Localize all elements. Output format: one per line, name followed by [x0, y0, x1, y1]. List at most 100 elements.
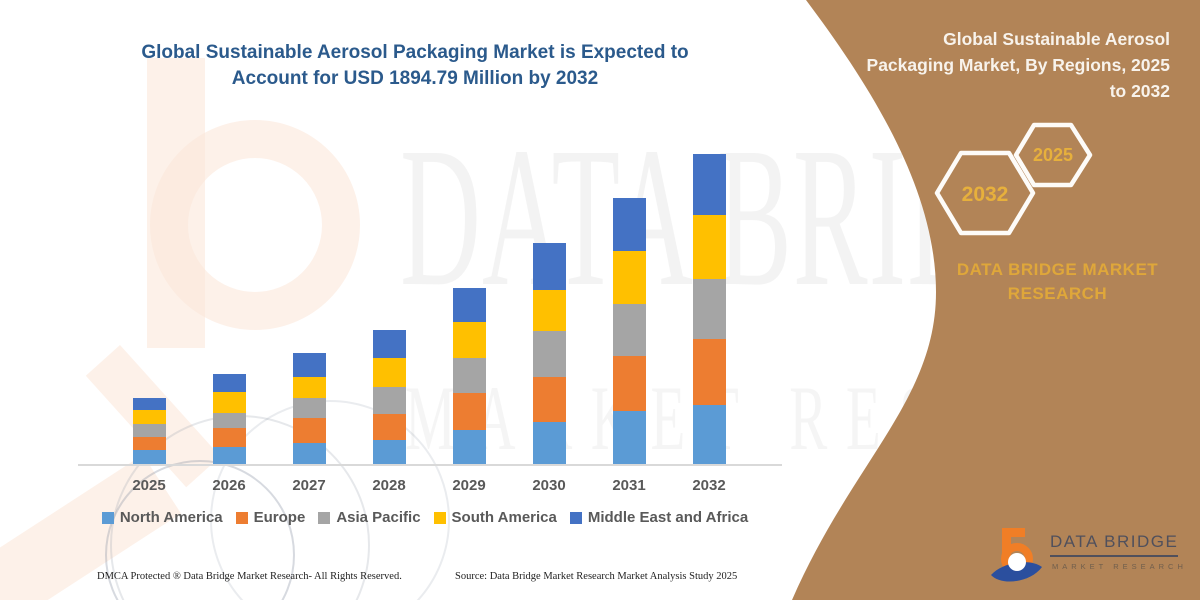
bar-segment-2030-north-america	[532, 422, 566, 464]
bar-segment-2031-north-america	[612, 411, 646, 464]
stacked-bar-2026	[212, 374, 246, 464]
bar-segment-2027-asia-pacific	[292, 398, 326, 418]
bar-segment-2031-asia-pacific	[612, 304, 646, 356]
bar-segment-2025-asia-pacific	[132, 423, 166, 437]
stacked-bar-2030	[532, 243, 566, 464]
x-axis-label-2026: 2026	[212, 477, 246, 494]
x-axis-label-2028: 2028	[372, 477, 406, 494]
bar-segment-2031-south-america	[612, 251, 646, 304]
legend-marker-icon	[101, 511, 114, 524]
chart-title: Global Sustainable Aerosol Packaging Mar…	[105, 40, 725, 92]
bar-segment-2025-north-america	[132, 450, 166, 464]
bar-segment-2032-north-america	[692, 405, 726, 464]
legend-item-europe: Europe	[235, 509, 306, 526]
x-axis-line	[78, 464, 782, 466]
bar-segment-2026-asia-pacific	[212, 413, 246, 428]
logo-wordmark: DATA BRIDGE	[1050, 532, 1179, 557]
bar-segment-2028-middle-east-and-africa	[372, 330, 406, 358]
forecast-hexagons: 2032 2025	[934, 122, 1093, 236]
bar-segment-2028-asia-pacific	[372, 386, 406, 414]
chart-title-line1: Global Sustainable Aerosol Packaging Mar…	[141, 42, 689, 63]
legend-marker-icon	[235, 511, 248, 524]
bar-segment-2026-north-america	[212, 447, 246, 464]
legend-label: North America	[119, 509, 223, 526]
data-bridge-logo-icon	[991, 528, 1042, 582]
x-axis-label-2025: 2025	[132, 477, 166, 494]
bar-segment-2026-europe	[212, 428, 246, 447]
hexagon-2032	[934, 150, 1036, 236]
bar-segment-2026-middle-east-and-africa	[212, 374, 246, 392]
bar-segment-2032-asia-pacific	[692, 279, 726, 339]
stacked-bar-2025	[132, 397, 166, 464]
bar-segment-2032-europe	[692, 339, 726, 405]
legend-label: Europe	[253, 509, 306, 526]
bar-segment-2029-south-america	[452, 321, 486, 358]
hexagon-2025-label: 2025	[1033, 145, 1073, 165]
logo-b-stem	[1002, 528, 1011, 564]
bar-segment-2025-europe	[132, 436, 166, 450]
source-note: Source: Data Bridge Market Research Mark…	[455, 571, 738, 582]
chart-title-line2: Account for USD 1894.79 Million by 2032	[231, 68, 599, 89]
side-panel-title: Global Sustainable Aerosol Packaging Mar…	[840, 26, 1170, 104]
brand-wordmark-line2: RESEARCH	[1007, 284, 1108, 303]
logo-b-flag	[1002, 528, 1025, 537]
legend-item-north-america: North America	[101, 509, 223, 526]
legend-marker-icon	[569, 511, 582, 524]
bar-segment-2031-middle-east-and-africa	[612, 198, 646, 251]
legend-item-asia-pacific: Asia Pacific	[318, 509, 421, 526]
bar-segment-2029-middle-east-and-africa	[452, 287, 486, 322]
bar-segment-2025-middle-east-and-africa	[132, 397, 166, 410]
x-axis-label-2029: 2029	[452, 477, 486, 494]
stacked-bar-2027	[292, 352, 326, 464]
bar-segment-2029-asia-pacific	[452, 358, 486, 393]
side-panel-title-line3: to 2032	[1109, 81, 1170, 101]
bar-segment-2028-north-america	[372, 440, 406, 464]
hexagon-2025	[1013, 122, 1093, 188]
logo-subtext: MARKET RESEARCH	[1052, 562, 1187, 571]
bar-segment-2026-south-america	[212, 391, 246, 413]
x-axis-label-2032: 2032	[692, 477, 726, 494]
logo-swoosh	[991, 562, 1042, 582]
legend-label: Middle East and Africa	[587, 509, 749, 526]
side-panel-title-line2: Packaging Market, By Regions, 2025	[866, 55, 1170, 75]
stacked-bar-2031	[612, 198, 646, 464]
stacked-bar-2029	[452, 287, 486, 464]
stacked-bar-2032	[692, 153, 726, 464]
side-panel-shape	[792, 0, 1200, 600]
legend-marker-icon	[433, 511, 446, 524]
logo-bowl-hole	[1008, 553, 1026, 571]
bar-segment-2030-middle-east-and-africa	[532, 243, 566, 290]
hexagon-2032-label: 2032	[962, 183, 1009, 206]
bar-segment-2030-europe	[532, 377, 566, 422]
legend-marker-icon	[318, 511, 331, 524]
bar-segment-2028-europe	[372, 414, 406, 440]
bar-segment-2027-middle-east-and-africa	[292, 352, 326, 377]
bar-segment-2030-asia-pacific	[532, 330, 566, 377]
x-axis-label-2031: 2031	[612, 477, 646, 494]
legend-label: South America	[451, 509, 557, 526]
legend-item-south-america: South America	[433, 509, 557, 526]
bar-segment-2028-south-america	[372, 358, 406, 387]
bar-segment-2030-south-america	[532, 289, 566, 331]
x-axis-label-2030: 2030	[532, 477, 566, 494]
dmca-notice: DMCA Protected ® Data Bridge Market Rese…	[97, 571, 402, 582]
bar-segment-2032-middle-east-and-africa	[692, 153, 726, 215]
bar-segment-2027-north-america	[292, 442, 326, 464]
side-panel-title-line1: Global Sustainable Aerosol	[943, 29, 1170, 49]
legend-label: Asia Pacific	[336, 509, 421, 526]
bar-segment-2027-europe	[292, 417, 326, 443]
data-bridge-logo: DATA BRIDGE MARKET RESEARCH	[988, 522, 1198, 592]
brand-wordmark-line1: DATA BRIDGE MARKET	[956, 260, 1159, 279]
bar-segment-2031-europe	[612, 356, 646, 411]
chart-legend: North America Europe Asia Pacific South Ame…	[85, 509, 765, 526]
x-axis-label-2027: 2027	[292, 477, 326, 494]
bar-segment-2029-north-america	[452, 429, 486, 464]
stacked-bar-2028	[372, 330, 406, 464]
bar-segment-2029-europe	[452, 393, 486, 430]
legend-item-middle-east-and-africa: Middle East and Africa	[569, 509, 749, 526]
bar-segment-2027-south-america	[292, 376, 326, 398]
bar-segment-2025-south-america	[132, 410, 166, 424]
brand-wordmark-gold: DATA BRIDGE MARKET RESEARCH	[945, 258, 1170, 306]
